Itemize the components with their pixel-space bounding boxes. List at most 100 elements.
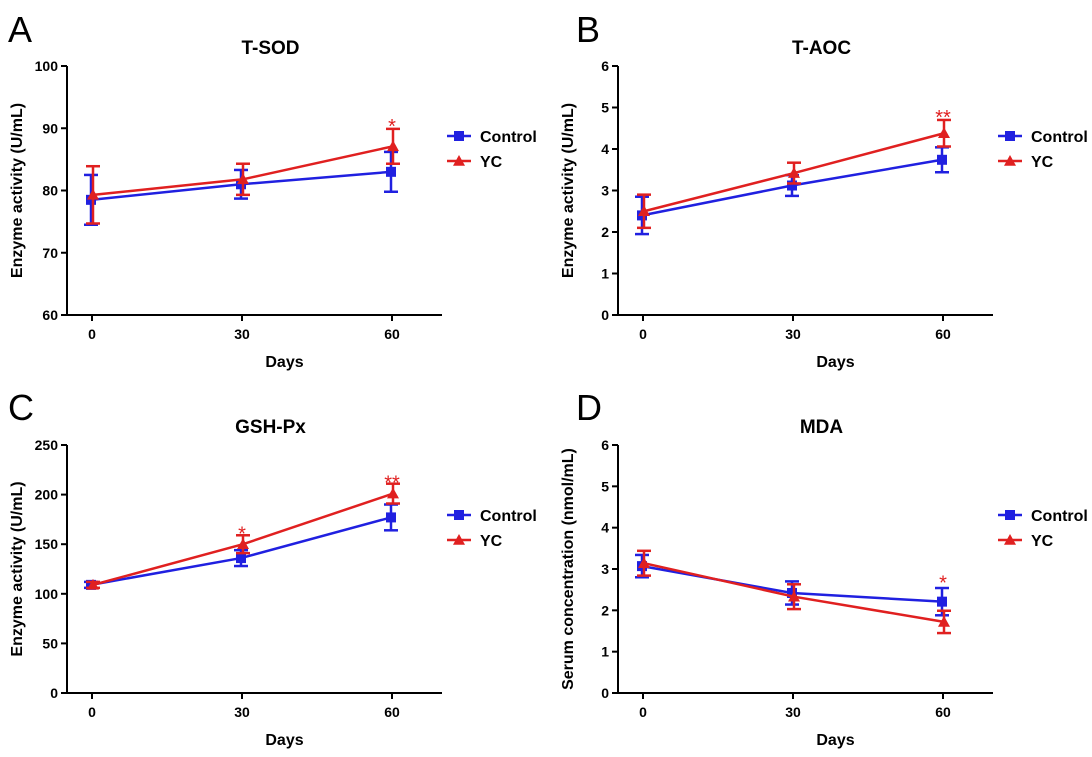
y-tick-label: 80 (42, 183, 58, 199)
y-tick-label: 3 (601, 561, 609, 577)
legend: Control YC (998, 129, 1088, 171)
legend-marker (1004, 534, 1016, 545)
x-tick-label: 0 (88, 326, 96, 342)
y-tick-label: 100 (35, 58, 59, 74)
legend-marker (1005, 131, 1015, 141)
y-tick-label: 90 (42, 120, 58, 136)
legend-label: YC (480, 533, 503, 550)
y-tick-label: 2 (601, 224, 609, 240)
y-tick-label: 1 (601, 644, 609, 660)
data-point (236, 553, 246, 564)
panel-a: A T-SOD 60 70 80 90 100 0 30 60 Days Enzyme activit… (8, 9, 537, 371)
x-tick-label: 0 (639, 704, 647, 720)
legend-label: Control (1031, 129, 1088, 146)
series-yc (637, 549, 951, 635)
data-point (386, 166, 396, 177)
legend-marker (454, 131, 464, 141)
y-tick-label: 150 (35, 536, 59, 552)
legend: Control YC (998, 508, 1088, 550)
x-axis-label: Days (265, 354, 303, 371)
y-tick-label: 70 (42, 245, 58, 261)
data-point (937, 596, 947, 607)
y-axis-label: Serum concentration (nmol/mL) (560, 448, 577, 690)
x-tick-label: 60 (384, 326, 400, 342)
significance-label: * (388, 116, 396, 138)
significance-label: ** (935, 107, 951, 129)
data-point (787, 180, 797, 191)
y-tick-label: 1 (601, 266, 609, 282)
legend-label: Control (480, 129, 537, 146)
x-tick-label: 30 (234, 704, 250, 720)
significance-label: * (238, 523, 246, 545)
data-point (938, 615, 950, 627)
legend-label: YC (480, 154, 503, 171)
y-tick-label: 250 (35, 437, 59, 453)
data-point (938, 127, 950, 139)
y-tick-label: 6 (601, 58, 609, 74)
y-axis-label: Enzyme activity (U/mL) (9, 481, 26, 656)
panel-letter: A (8, 9, 32, 50)
legend-marker (1005, 510, 1015, 520)
data-point (788, 167, 800, 178)
legend-label: Control (1031, 508, 1088, 525)
data-point (87, 188, 99, 200)
x-axis-label: Days (816, 732, 854, 749)
legend-label: Control (480, 508, 537, 525)
panel-letter: D (576, 387, 602, 428)
y-tick-label: 200 (35, 487, 59, 503)
x-tick-label: 30 (785, 326, 801, 342)
series-yc (86, 127, 400, 225)
series-control (635, 146, 949, 236)
data-point (86, 194, 96, 205)
y-tick-label: 5 (601, 478, 609, 494)
y-tick-label: 60 (42, 307, 58, 323)
x-tick-label: 30 (785, 704, 801, 720)
legend-marker (453, 155, 465, 166)
y-tick-label: 3 (601, 183, 609, 199)
legend-marker (1004, 155, 1016, 166)
chart-title: T-SOD (241, 38, 299, 59)
x-axis-label: Days (265, 732, 303, 749)
legend-marker (454, 510, 464, 520)
data-point (386, 512, 396, 523)
y-tick-label: 5 (601, 100, 609, 116)
y-axis-label: Enzyme activity (U/mL) (9, 103, 26, 278)
data-point (787, 587, 797, 598)
panel-letter: C (8, 387, 34, 428)
legend: Control YC (447, 129, 537, 171)
data-point (638, 205, 650, 217)
x-axis-label: Days (816, 354, 854, 371)
y-tick-label: 4 (601, 141, 609, 157)
x-tick-label: 60 (935, 326, 951, 342)
data-point (87, 578, 99, 590)
data-point (236, 179, 246, 190)
y-tick-label: 100 (35, 586, 59, 602)
y-tick-label: 6 (601, 437, 609, 453)
panel-c: C GSH-Px 0 50 100 150 200 250 0 30 60 Days Enzyme ac… (8, 387, 537, 749)
y-tick-label: 0 (601, 307, 609, 323)
data-point (788, 590, 800, 602)
y-axis-label: Enzyme activity (U/mL) (560, 103, 577, 278)
legend: Control YC (447, 508, 537, 550)
series-yc (86, 482, 400, 590)
legend-label: YC (1031, 533, 1054, 550)
y-tick-label: 50 (42, 635, 58, 651)
legend-marker (453, 534, 465, 545)
y-tick-label: 4 (601, 520, 609, 536)
x-tick-label: 60 (935, 704, 951, 720)
data-point (237, 538, 249, 549)
x-tick-label: 0 (639, 326, 647, 342)
x-tick-label: 0 (88, 704, 96, 720)
panel-letter: B (576, 9, 600, 50)
y-tick-label: 2 (601, 602, 609, 618)
y-tick-label: 0 (50, 685, 58, 701)
data-point (937, 154, 947, 165)
data-point (387, 140, 399, 152)
significance-label: * (939, 572, 947, 594)
y-tick-label: 0 (601, 685, 609, 701)
series-yc (637, 118, 951, 230)
data-point (237, 173, 249, 185)
